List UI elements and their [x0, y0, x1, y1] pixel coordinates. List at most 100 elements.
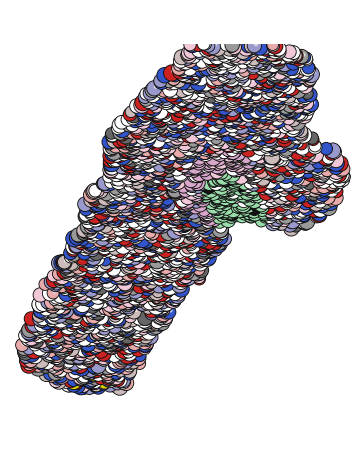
Circle shape — [257, 72, 268, 83]
Circle shape — [127, 225, 142, 240]
Circle shape — [237, 192, 239, 195]
Circle shape — [262, 164, 277, 179]
Circle shape — [144, 122, 159, 138]
Circle shape — [214, 88, 227, 101]
Circle shape — [225, 154, 238, 167]
Circle shape — [64, 259, 68, 262]
Circle shape — [99, 334, 111, 346]
Circle shape — [255, 164, 269, 178]
Circle shape — [196, 240, 209, 252]
Circle shape — [172, 276, 182, 286]
Circle shape — [155, 304, 166, 315]
Circle shape — [211, 166, 223, 178]
Circle shape — [239, 153, 252, 165]
Circle shape — [215, 107, 227, 119]
Circle shape — [49, 360, 64, 375]
Circle shape — [157, 118, 167, 129]
Circle shape — [195, 218, 209, 232]
Circle shape — [310, 162, 323, 175]
Circle shape — [139, 91, 150, 102]
Circle shape — [132, 186, 148, 201]
Circle shape — [250, 94, 264, 108]
Circle shape — [189, 141, 201, 152]
Circle shape — [67, 257, 79, 270]
Circle shape — [156, 265, 167, 275]
Circle shape — [119, 355, 132, 368]
Circle shape — [202, 217, 215, 230]
Circle shape — [195, 157, 208, 170]
Circle shape — [182, 274, 193, 285]
Circle shape — [200, 187, 212, 198]
Circle shape — [96, 351, 111, 366]
Circle shape — [288, 135, 300, 148]
Circle shape — [71, 259, 75, 263]
Circle shape — [276, 193, 280, 197]
Circle shape — [124, 321, 134, 331]
Circle shape — [221, 52, 232, 62]
Circle shape — [205, 146, 216, 158]
Circle shape — [131, 295, 141, 305]
Circle shape — [192, 39, 204, 51]
Circle shape — [152, 103, 161, 112]
Circle shape — [44, 346, 57, 359]
Circle shape — [268, 62, 279, 73]
Circle shape — [271, 89, 287, 105]
Circle shape — [80, 203, 92, 216]
Circle shape — [78, 259, 90, 271]
Circle shape — [92, 186, 104, 198]
Circle shape — [130, 155, 142, 167]
Circle shape — [189, 52, 193, 55]
Circle shape — [262, 79, 275, 93]
Circle shape — [225, 38, 239, 52]
Circle shape — [189, 226, 204, 241]
Circle shape — [226, 54, 237, 64]
Circle shape — [246, 167, 256, 177]
Circle shape — [158, 263, 173, 278]
Circle shape — [209, 104, 223, 117]
Circle shape — [194, 141, 204, 151]
Circle shape — [177, 201, 188, 212]
Circle shape — [274, 72, 289, 86]
Circle shape — [167, 207, 170, 211]
Circle shape — [164, 249, 174, 260]
Circle shape — [303, 131, 307, 135]
Circle shape — [98, 378, 109, 389]
Circle shape — [37, 345, 49, 357]
Circle shape — [53, 368, 65, 380]
Circle shape — [253, 159, 264, 170]
Circle shape — [276, 86, 287, 96]
Circle shape — [249, 157, 253, 161]
Circle shape — [89, 272, 99, 283]
Circle shape — [111, 323, 121, 333]
Circle shape — [163, 204, 166, 207]
Circle shape — [202, 214, 213, 224]
Circle shape — [268, 67, 282, 80]
Circle shape — [87, 294, 103, 310]
Circle shape — [133, 165, 136, 168]
Circle shape — [102, 372, 115, 384]
Circle shape — [271, 118, 283, 129]
Circle shape — [172, 245, 185, 257]
Circle shape — [152, 138, 164, 150]
Circle shape — [36, 363, 47, 374]
Circle shape — [266, 135, 279, 147]
Circle shape — [87, 367, 101, 381]
Circle shape — [86, 318, 89, 321]
Circle shape — [217, 238, 227, 248]
Circle shape — [245, 94, 249, 97]
Circle shape — [110, 170, 113, 173]
Circle shape — [110, 158, 113, 161]
Circle shape — [151, 306, 162, 317]
Circle shape — [52, 374, 66, 388]
Circle shape — [166, 158, 177, 170]
Circle shape — [54, 268, 70, 284]
Circle shape — [294, 55, 306, 67]
Circle shape — [199, 38, 211, 50]
Circle shape — [54, 309, 58, 313]
Circle shape — [140, 120, 151, 131]
Circle shape — [176, 200, 189, 213]
Circle shape — [130, 112, 142, 124]
Circle shape — [87, 369, 99, 382]
Circle shape — [110, 272, 122, 284]
Circle shape — [187, 39, 199, 51]
